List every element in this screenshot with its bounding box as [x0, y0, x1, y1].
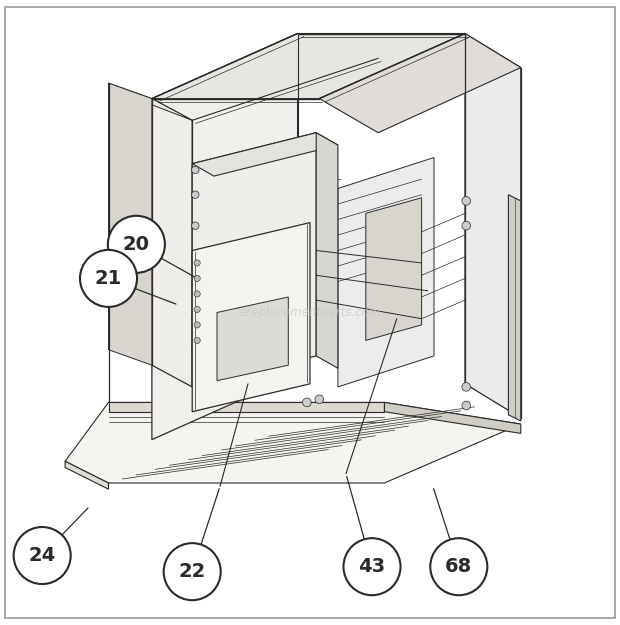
Text: 20: 20 [123, 235, 150, 254]
Circle shape [192, 343, 199, 351]
Circle shape [192, 166, 199, 174]
Circle shape [192, 253, 199, 261]
Circle shape [315, 395, 324, 404]
Polygon shape [366, 198, 422, 341]
Circle shape [192, 191, 199, 198]
Polygon shape [338, 158, 434, 387]
Circle shape [462, 382, 471, 391]
Circle shape [194, 291, 200, 297]
Polygon shape [108, 83, 192, 120]
Polygon shape [508, 195, 521, 421]
Text: 68: 68 [445, 558, 472, 576]
Polygon shape [319, 34, 521, 132]
Circle shape [430, 538, 487, 595]
Polygon shape [384, 402, 521, 433]
Circle shape [462, 401, 471, 410]
Text: 24: 24 [29, 546, 56, 565]
Circle shape [80, 250, 137, 307]
Circle shape [194, 275, 200, 281]
Polygon shape [152, 34, 465, 99]
Polygon shape [217, 297, 288, 381]
Circle shape [108, 216, 165, 273]
Polygon shape [465, 34, 521, 418]
Polygon shape [192, 132, 338, 176]
Text: 21: 21 [95, 269, 122, 288]
Polygon shape [65, 461, 108, 489]
Polygon shape [152, 99, 192, 387]
Circle shape [343, 538, 401, 595]
Circle shape [194, 260, 200, 266]
Circle shape [303, 398, 311, 407]
Circle shape [194, 322, 200, 328]
Polygon shape [108, 402, 384, 412]
Circle shape [164, 543, 221, 600]
Circle shape [192, 284, 199, 291]
Circle shape [192, 315, 199, 322]
Circle shape [194, 338, 200, 344]
Circle shape [462, 221, 471, 230]
Polygon shape [192, 222, 310, 412]
Polygon shape [316, 132, 338, 368]
Text: 43: 43 [358, 558, 386, 576]
Polygon shape [192, 132, 316, 387]
Circle shape [194, 306, 200, 312]
Polygon shape [65, 402, 521, 483]
Circle shape [192, 222, 199, 229]
Polygon shape [152, 34, 298, 439]
Circle shape [462, 196, 471, 205]
Text: 22: 22 [179, 562, 206, 581]
Polygon shape [108, 83, 152, 365]
Circle shape [14, 527, 71, 584]
Text: ereplacementparts.com: ereplacementparts.com [239, 306, 381, 319]
